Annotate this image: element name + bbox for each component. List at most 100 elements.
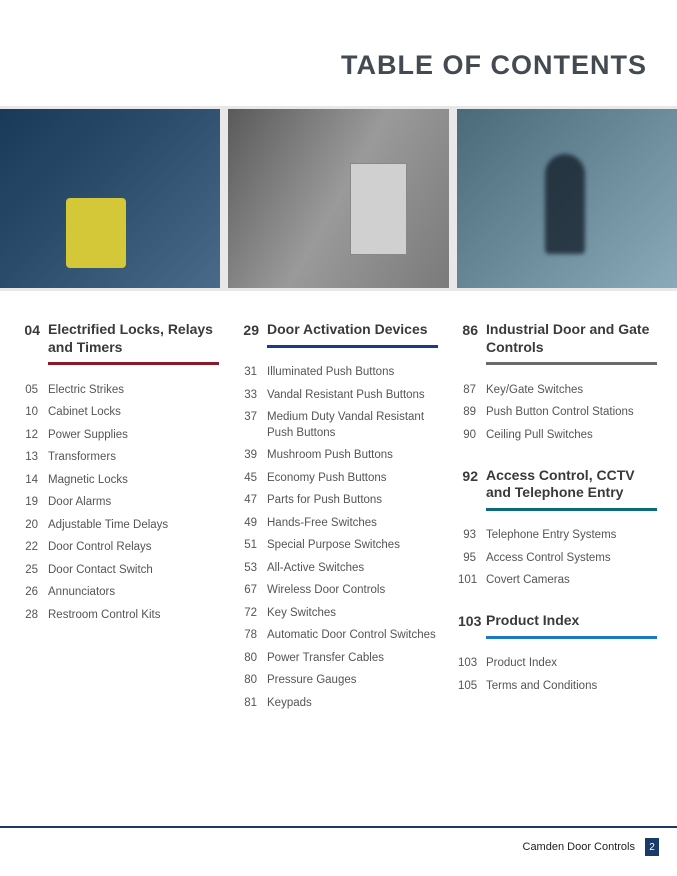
- entry-page-number: 20: [20, 518, 48, 534]
- entry-page-number: 101: [458, 573, 486, 589]
- entry-page-number: 31: [239, 365, 267, 381]
- section-title: Industrial Door and Gate Controls: [486, 321, 657, 356]
- section-title: Electrified Locks, Relays and Timers: [48, 321, 219, 356]
- toc-entry[interactable]: 05Electric Strikes: [20, 379, 219, 402]
- section-underline: [486, 636, 657, 639]
- section-heading: 103Product Index: [458, 612, 657, 630]
- entry-page-number: 10: [20, 405, 48, 421]
- entry-title: All-Active Switches: [267, 561, 438, 577]
- footer-text: Camden Door Controls: [523, 841, 636, 853]
- entry-title: Vandal Resistant Push Buttons: [267, 388, 438, 404]
- page-title: TABLE OF CONTENTS: [0, 0, 677, 106]
- entry-page-number: 93: [458, 528, 486, 544]
- section-page-number: 04: [20, 321, 48, 338]
- toc-entry[interactable]: 12Power Supplies: [20, 424, 219, 447]
- toc-entry[interactable]: 103Product Index: [458, 653, 657, 676]
- toc-entry[interactable]: 13Transformers: [20, 447, 219, 470]
- entry-page-number: 87: [458, 383, 486, 399]
- section-page-number: 86: [458, 321, 486, 338]
- toc-entry[interactable]: 95Access Control Systems: [458, 547, 657, 570]
- entry-page-number: 05: [20, 383, 48, 399]
- toc-section: 29Door Activation Devices 31Illuminated P…: [239, 321, 438, 715]
- section-title: Access Control, CCTV and Telephone Entry: [486, 467, 657, 502]
- entry-page-number: 12: [20, 428, 48, 444]
- toc-section: 92Access Control, CCTV and Telephone Ent…: [458, 467, 657, 593]
- toc-section: 04Electrified Locks, Relays and Timers 05…: [20, 321, 219, 627]
- toc-entry[interactable]: 53All-Active Switches: [239, 557, 438, 580]
- toc-entry[interactable]: 47Parts for Push Buttons: [239, 490, 438, 513]
- section-page-number: 92: [458, 467, 486, 484]
- toc-entry[interactable]: 22Door Control Relays: [20, 537, 219, 560]
- section-title: Door Activation Devices: [267, 321, 438, 339]
- toc-entry[interactable]: 78Automatic Door Control Switches: [239, 625, 438, 648]
- entry-title: Terms and Conditions: [486, 679, 657, 695]
- toc-entry[interactable]: 31Illuminated Push Buttons: [239, 362, 438, 385]
- toc-entry[interactable]: 51Special Purpose Switches: [239, 535, 438, 558]
- toc-entry[interactable]: 89Push Button Control Stations: [458, 402, 657, 425]
- entry-page-number: 13: [20, 450, 48, 466]
- toc-entry[interactable]: 10Cabinet Locks: [20, 402, 219, 425]
- toc-entry[interactable]: 67Wireless Door Controls: [239, 580, 438, 603]
- toc-entry[interactable]: 25Door Contact Switch: [20, 559, 219, 582]
- entry-title: Economy Push Buttons: [267, 471, 438, 487]
- entry-title: Restroom Control Kits: [48, 608, 219, 624]
- section-heading: 04Electrified Locks, Relays and Timers: [20, 321, 219, 356]
- section-underline: [267, 345, 438, 348]
- entry-page-number: 19: [20, 495, 48, 511]
- entry-title: Magnetic Locks: [48, 473, 219, 489]
- toc-entry[interactable]: 26Annunciators: [20, 582, 219, 605]
- toc-entry[interactable]: 28Restroom Control Kits: [20, 604, 219, 627]
- entry-page-number: 78: [239, 628, 267, 644]
- section-heading: 86Industrial Door and Gate Controls: [458, 321, 657, 356]
- toc-column-2: 86Industrial Door and Gate Controls 87Key…: [458, 321, 657, 735]
- entry-page-number: 26: [20, 585, 48, 601]
- toc-entry[interactable]: 39Mushroom Push Buttons: [239, 445, 438, 468]
- entry-page-number: 47: [239, 493, 267, 509]
- page-footer: Camden Door Controls 2: [0, 826, 677, 856]
- toc-section: 86Industrial Door and Gate Controls 87Key…: [458, 321, 657, 447]
- entry-page-number: 39: [239, 448, 267, 464]
- toc-entry[interactable]: 81Keypads: [239, 692, 438, 715]
- toc-entry[interactable]: 37Medium Duty Vandal Resistant Push Butt…: [239, 407, 438, 445]
- entry-title: Adjustable Time Delays: [48, 518, 219, 534]
- toc-entry[interactable]: 19Door Alarms: [20, 492, 219, 515]
- toc-entry[interactable]: 33Vandal Resistant Push Buttons: [239, 384, 438, 407]
- entry-page-number: 72: [239, 606, 267, 622]
- section-title: Product Index: [486, 612, 657, 630]
- entry-title: Push Button Control Stations: [486, 405, 657, 421]
- toc-entry[interactable]: 49Hands-Free Switches: [239, 512, 438, 535]
- toc-entry[interactable]: 80Pressure Gauges: [239, 670, 438, 693]
- entry-page-number: 90: [458, 428, 486, 444]
- image-strip: [0, 106, 677, 291]
- toc-entry[interactable]: 14Magnetic Locks: [20, 469, 219, 492]
- entry-title: Automatic Door Control Switches: [267, 628, 438, 644]
- toc-entry[interactable]: 87Key/Gate Switches: [458, 379, 657, 402]
- entry-title: Key/Gate Switches: [486, 383, 657, 399]
- toc-entry[interactable]: 80Power Transfer Cables: [239, 647, 438, 670]
- entry-page-number: 95: [458, 551, 486, 567]
- toc-entry[interactable]: 20Adjustable Time Delays: [20, 514, 219, 537]
- toc-entry[interactable]: 45Economy Push Buttons: [239, 467, 438, 490]
- entry-title: Door Control Relays: [48, 540, 219, 556]
- entry-title: Key Switches: [267, 606, 438, 622]
- entry-page-number: 53: [239, 561, 267, 577]
- section-page-number: 29: [239, 321, 267, 338]
- hero-image-1: [0, 109, 220, 288]
- entry-page-number: 80: [239, 673, 267, 689]
- entry-title: Hands-Free Switches: [267, 516, 438, 532]
- entry-title: Electric Strikes: [48, 383, 219, 399]
- toc-entry[interactable]: 90Ceiling Pull Switches: [458, 424, 657, 447]
- toc-entry[interactable]: 101Covert Cameras: [458, 570, 657, 593]
- hero-image-2: [228, 109, 448, 288]
- entry-title: Mushroom Push Buttons: [267, 448, 438, 464]
- toc-entry[interactable]: 105Terms and Conditions: [458, 675, 657, 698]
- entry-title: Transformers: [48, 450, 219, 466]
- section-heading: 29Door Activation Devices: [239, 321, 438, 339]
- entry-page-number: 33: [239, 388, 267, 404]
- entry-page-number: 14: [20, 473, 48, 489]
- toc-entry[interactable]: 72Key Switches: [239, 602, 438, 625]
- toc-entry[interactable]: 93Telephone Entry Systems: [458, 525, 657, 548]
- section-underline: [48, 362, 219, 365]
- toc-columns: 04Electrified Locks, Relays and Timers 05…: [0, 291, 677, 735]
- entry-page-number: 51: [239, 538, 267, 554]
